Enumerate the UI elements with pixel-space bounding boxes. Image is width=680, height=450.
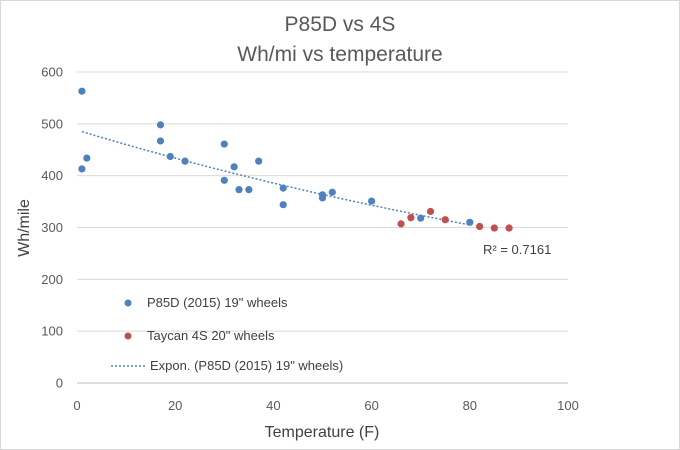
y-tick-label: 400 bbox=[41, 168, 63, 183]
x-tick-label: 60 bbox=[364, 398, 378, 413]
legend-label-p85d: P85D (2015) 19" wheels bbox=[147, 295, 288, 310]
data-point-p85d bbox=[220, 176, 228, 184]
data-point-p85d bbox=[279, 184, 287, 192]
data-point-p85d bbox=[78, 165, 86, 173]
chart-subtitle: Wh/mi vs temperature bbox=[237, 43, 442, 66]
y-tick-label: 600 bbox=[41, 65, 63, 80]
legend-label-trendline: Expon. (P85D (2015) 19" wheels) bbox=[150, 358, 343, 373]
data-point-p85d bbox=[318, 194, 327, 202]
legend-marker-p85d bbox=[124, 299, 132, 307]
data-point-taycan bbox=[505, 224, 513, 232]
legend-marker-taycan bbox=[124, 332, 132, 340]
data-point-taycan bbox=[441, 216, 449, 224]
data-point-p85d bbox=[78, 87, 86, 95]
x-tick-label: 100 bbox=[557, 398, 579, 413]
data-point-taycan bbox=[476, 222, 484, 231]
data-point-p85d bbox=[166, 152, 174, 161]
data-point-p85d bbox=[156, 137, 165, 145]
x-tick-label: 80 bbox=[463, 398, 477, 413]
legend-label-taycan: Taycan 4S 20" wheels bbox=[147, 328, 275, 343]
y-axis-label: Wh/mile bbox=[16, 199, 33, 257]
data-point-p85d bbox=[83, 154, 91, 162]
r-squared-annotation: R² = 0.7161 bbox=[483, 242, 551, 257]
data-point-p85d bbox=[156, 121, 165, 129]
data-point-taycan bbox=[426, 207, 435, 216]
x-tick-label: 0 bbox=[73, 398, 80, 413]
x-tick-label: 20 bbox=[168, 398, 182, 413]
trendline bbox=[81, 130, 470, 226]
data-point-p85d bbox=[230, 163, 238, 171]
y-tick-label: 200 bbox=[41, 272, 63, 287]
data-point-p85d bbox=[220, 140, 228, 148]
data-point-p85d bbox=[328, 188, 336, 196]
gridlines bbox=[77, 71, 568, 384]
data-point-p85d bbox=[466, 218, 474, 226]
data-point-p85d bbox=[235, 186, 243, 194]
y-tick-label: 300 bbox=[41, 220, 63, 235]
data-point-p85d bbox=[279, 201, 287, 209]
y-tick-labels: 0 100 200 300 400 500 600 bbox=[41, 65, 63, 391]
y-tick-label: 500 bbox=[41, 116, 63, 131]
data-point-p85d bbox=[245, 186, 253, 194]
data-point-taycan bbox=[407, 214, 415, 222]
legend: P85D (2015) 19" wheels Taycan 4S 20" whe… bbox=[111, 295, 343, 373]
data-point-p85d bbox=[417, 214, 425, 222]
data-points bbox=[78, 87, 513, 232]
x-axis-label: Temperature (F) bbox=[265, 424, 380, 441]
chart-title: P85D vs 4S bbox=[285, 13, 396, 36]
x-tick-labels: 0 20 40 60 80 100 bbox=[73, 398, 578, 413]
y-tick-label: 0 bbox=[56, 376, 63, 391]
y-tick-label: 100 bbox=[41, 324, 63, 339]
data-point-taycan bbox=[490, 224, 498, 232]
x-tick-label: 40 bbox=[266, 398, 280, 413]
data-point-p85d bbox=[368, 197, 376, 205]
data-point-p85d bbox=[181, 157, 189, 165]
data-point-p85d bbox=[255, 157, 263, 165]
trendline-group bbox=[81, 130, 470, 226]
data-point-taycan bbox=[397, 220, 405, 228]
